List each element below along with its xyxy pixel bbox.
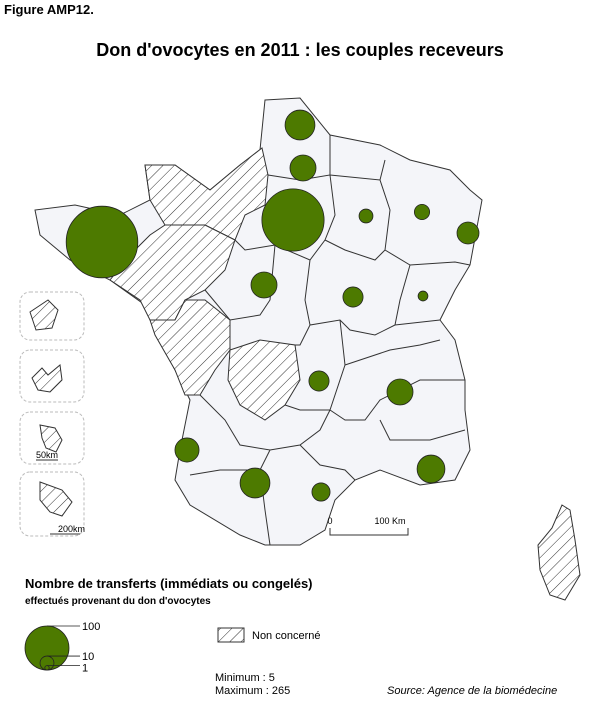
- title: Don d'ovocytes en 2011 : les couples rec…: [96, 40, 503, 60]
- bubble: [358, 208, 374, 224]
- bubble: [417, 290, 429, 302]
- legend-hatch: [217, 627, 245, 643]
- legend-subtitle: effectués provenant du don d'ovocytes: [25, 596, 211, 607]
- bubble: [456, 221, 480, 245]
- bubble: [174, 437, 200, 463]
- borders: [189, 135, 471, 546]
- legend-circle: [24, 625, 70, 671]
- bubble: [342, 286, 364, 308]
- legend-size-label: 100: [82, 621, 100, 633]
- bubble: [261, 188, 325, 252]
- bubble: [289, 154, 317, 182]
- bubble: [284, 109, 316, 141]
- source: Source: Agence de la biomédecine: [387, 685, 557, 697]
- corse: [537, 504, 581, 601]
- bubble: [65, 205, 139, 279]
- bubble: [311, 482, 331, 502]
- bubble: [239, 467, 271, 499]
- bubble: [413, 203, 431, 221]
- legend-size-label: 1: [82, 663, 88, 675]
- inset-scale: 50km: [36, 450, 58, 460]
- legend-size-label: 10: [82, 651, 94, 663]
- minimum: Minimum : 5: [215, 672, 275, 684]
- bubble: [386, 378, 414, 406]
- overseas-insets: 50km 200km: [19, 291, 85, 537]
- bubble: [416, 454, 446, 484]
- legend-not-concerned: Non concerné: [252, 630, 321, 642]
- scale-end: 100 Km: [374, 516, 405, 526]
- legend-sizes: 100 101: [24, 621, 100, 675]
- inset-scale: 200km: [58, 524, 85, 534]
- scale-bar: 0 100 Km: [327, 516, 409, 536]
- france-map: [34, 97, 581, 601]
- bubble: [308, 370, 330, 392]
- poitou-charentes: [149, 299, 231, 396]
- bubble: [250, 271, 278, 299]
- maximum: Maximum : 265: [215, 685, 290, 697]
- figure-label: Figure AMP12.: [4, 2, 94, 17]
- bubbles: [65, 109, 480, 502]
- legend-title: Nombre de transferts (immédiats ou conge…: [25, 576, 313, 591]
- scale-start: 0: [327, 516, 332, 526]
